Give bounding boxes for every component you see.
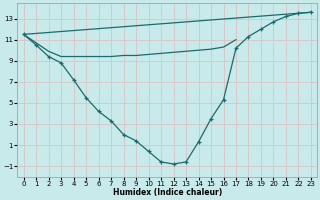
X-axis label: Humidex (Indice chaleur): Humidex (Indice chaleur) [113, 188, 222, 197]
